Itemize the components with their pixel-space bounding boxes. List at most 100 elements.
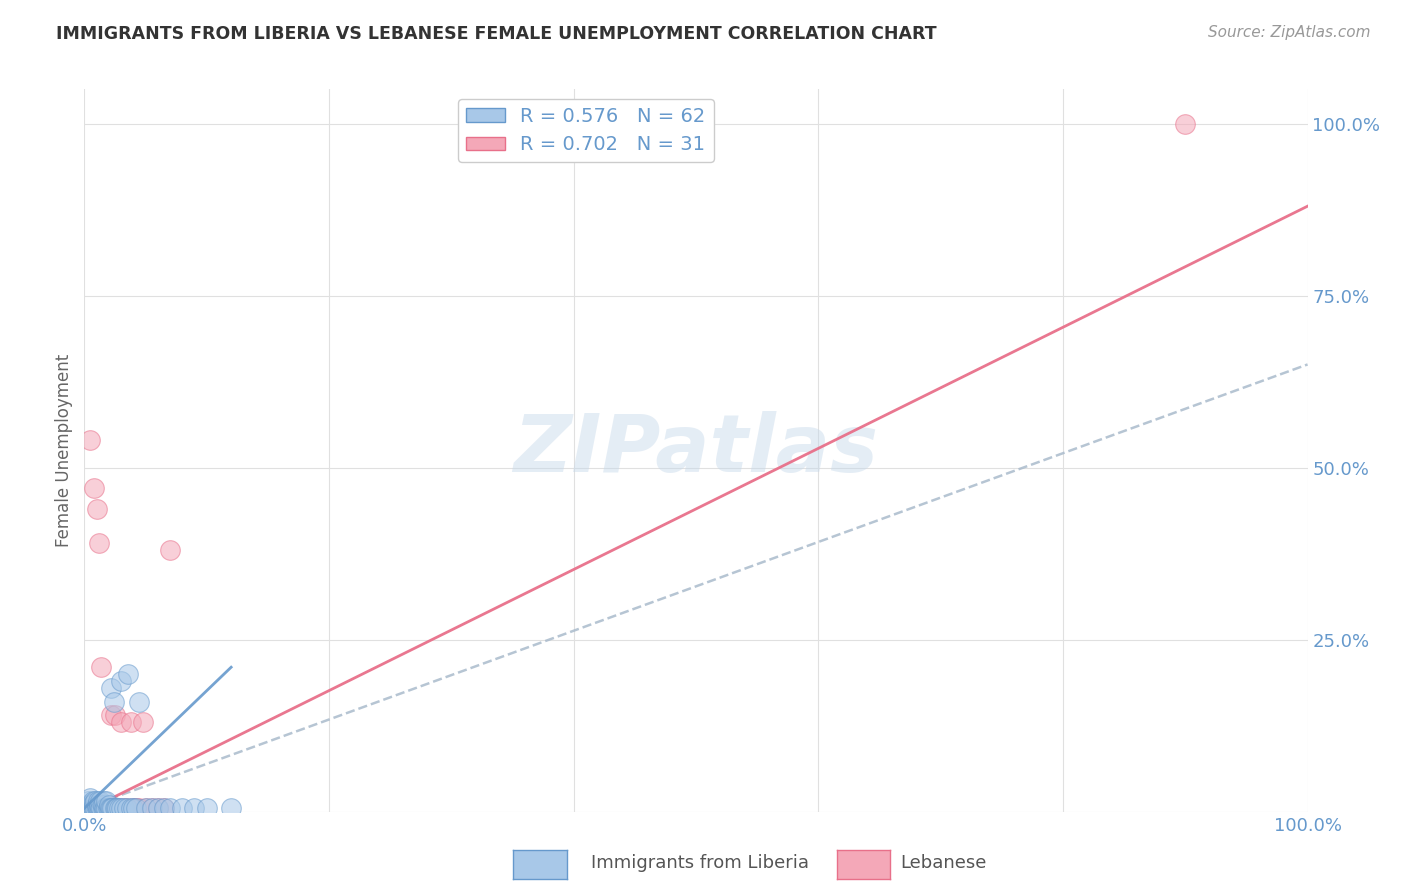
Point — [219, 801, 242, 815]
Point — [128, 801, 150, 815]
Point — [135, 801, 157, 815]
Point — [77, 799, 100, 814]
Point — [77, 801, 100, 815]
Point — [83, 797, 105, 811]
Point — [153, 801, 176, 815]
Text: ZIPatlas: ZIPatlas — [513, 411, 879, 490]
Point — [103, 695, 125, 709]
Point — [77, 801, 100, 815]
Point — [87, 801, 110, 815]
Point — [105, 801, 128, 815]
Point — [79, 791, 101, 805]
Point — [90, 801, 112, 815]
Point — [104, 801, 127, 815]
Point — [122, 801, 145, 815]
Point — [120, 715, 142, 730]
Point — [87, 801, 110, 815]
Point — [87, 536, 110, 550]
Point — [141, 801, 163, 815]
Point — [112, 801, 135, 815]
Text: IMMIGRANTS FROM LIBERIA VS LEBANESE FEMALE UNEMPLOYMENT CORRELATION CHART: IMMIGRANTS FROM LIBERIA VS LEBANESE FEMA… — [56, 25, 936, 43]
Point — [135, 801, 157, 815]
Point — [125, 801, 148, 815]
Point — [86, 502, 108, 516]
Point — [132, 715, 155, 730]
Text: Immigrants from Liberia: Immigrants from Liberia — [591, 855, 808, 872]
Point — [122, 801, 145, 815]
Point — [153, 801, 176, 815]
Point — [87, 801, 110, 815]
Point — [83, 801, 105, 815]
Point — [107, 801, 129, 815]
Point — [195, 801, 218, 815]
Point — [117, 667, 139, 681]
Point — [159, 543, 181, 558]
Point — [91, 797, 114, 812]
Point — [77, 801, 100, 815]
Point — [82, 801, 104, 815]
Point — [100, 801, 122, 815]
Point — [91, 801, 114, 815]
Point — [101, 801, 124, 815]
Point — [97, 801, 120, 815]
Point — [83, 481, 105, 495]
Point — [96, 801, 118, 815]
Point — [100, 681, 122, 695]
Point — [96, 801, 118, 815]
Point — [97, 797, 120, 812]
Point — [93, 801, 115, 815]
Point — [172, 801, 194, 815]
Point — [125, 801, 148, 815]
Legend: R = 0.576   N = 62, R = 0.702   N = 31: R = 0.576 N = 62, R = 0.702 N = 31 — [458, 99, 713, 162]
Point — [82, 801, 104, 815]
Point — [110, 801, 132, 815]
Point — [86, 801, 108, 815]
Point — [76, 801, 98, 815]
Point — [80, 801, 103, 815]
Point — [94, 801, 117, 815]
Point — [159, 801, 181, 815]
Point — [79, 433, 101, 447]
Point — [112, 801, 135, 815]
Point — [104, 708, 127, 723]
Point — [75, 801, 97, 815]
Point — [86, 801, 108, 815]
Point — [110, 715, 132, 730]
Point — [141, 801, 163, 815]
Point — [97, 801, 120, 815]
Point — [146, 801, 169, 815]
Point — [76, 797, 98, 812]
Point — [84, 801, 107, 815]
Point — [90, 660, 112, 674]
Point — [146, 801, 169, 815]
Point — [87, 794, 110, 808]
Point — [87, 797, 110, 812]
Point — [86, 797, 108, 812]
Point — [80, 797, 103, 812]
Point — [115, 801, 138, 815]
Point — [110, 673, 132, 688]
Text: Lebanese: Lebanese — [900, 855, 986, 872]
Point — [89, 801, 111, 815]
Point — [96, 794, 118, 808]
Point — [183, 801, 205, 815]
Point — [93, 794, 115, 808]
Point — [77, 794, 100, 808]
Point — [107, 801, 129, 815]
Point — [84, 794, 107, 808]
Point — [1174, 117, 1197, 131]
Point — [115, 801, 138, 815]
Point — [89, 794, 111, 808]
Point — [79, 801, 101, 815]
Point — [82, 794, 104, 808]
Text: Source: ZipAtlas.com: Source: ZipAtlas.com — [1208, 25, 1371, 40]
Point — [97, 801, 120, 815]
Point — [120, 801, 142, 815]
Point — [100, 708, 122, 723]
Point — [91, 801, 114, 815]
Point — [79, 801, 101, 815]
Point — [98, 801, 121, 815]
Point — [105, 801, 128, 815]
Y-axis label: Female Unemployment: Female Unemployment — [55, 354, 73, 547]
Point — [128, 695, 150, 709]
